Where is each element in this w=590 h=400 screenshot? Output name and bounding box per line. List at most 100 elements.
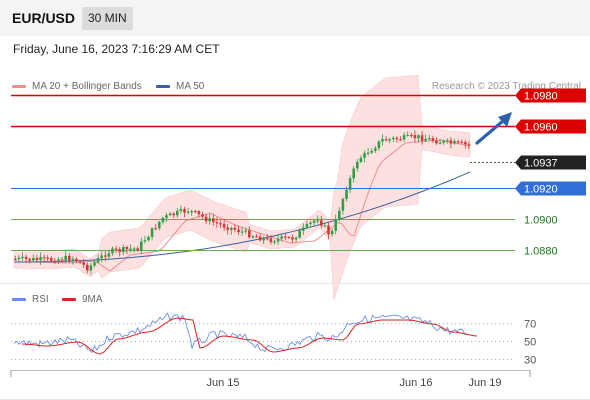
candle[interactable]: [129, 244, 132, 253]
candle[interactable]: [68, 253, 71, 263]
candle[interactable]: [294, 236, 298, 243]
candle[interactable]: [446, 138, 449, 144]
candle[interactable]: [341, 197, 345, 215]
candle[interactable]: [125, 245, 129, 254]
candle[interactable]: [176, 208, 179, 218]
candle[interactable]: [384, 136, 388, 142]
candle[interactable]: [316, 215, 319, 224]
candle[interactable]: [467, 141, 471, 150]
candle[interactable]: [402, 132, 406, 143]
candle[interactable]: [208, 213, 211, 225]
candle[interactable]: [410, 132, 413, 138]
candle[interactable]: [424, 134, 427, 142]
candle[interactable]: [219, 220, 222, 228]
candle[interactable]: [154, 223, 157, 230]
candle[interactable]: [248, 226, 251, 239]
candle[interactable]: [190, 209, 193, 216]
candle[interactable]: [57, 257, 60, 264]
candle[interactable]: [186, 207, 190, 215]
candle[interactable]: [320, 216, 323, 229]
candle[interactable]: [96, 254, 100, 264]
candle[interactable]: [417, 134, 420, 143]
candle[interactable]: [35, 255, 39, 262]
candle[interactable]: [143, 235, 147, 244]
candle[interactable]: [255, 234, 258, 238]
candle[interactable]: [276, 234, 280, 245]
candle[interactable]: [327, 222, 330, 240]
candle[interactable]: [158, 220, 161, 231]
candle[interactable]: [82, 258, 85, 269]
candle[interactable]: [413, 130, 417, 143]
candle[interactable]: [24, 254, 28, 263]
candle[interactable]: [266, 234, 269, 241]
candle[interactable]: [309, 220, 312, 228]
candle[interactable]: [197, 210, 201, 218]
candle[interactable]: [240, 226, 244, 236]
candle[interactable]: [93, 259, 96, 268]
candle[interactable]: [348, 175, 352, 194]
candle[interactable]: [86, 262, 89, 274]
candle[interactable]: [356, 158, 359, 172]
candle[interactable]: [388, 137, 391, 144]
candle[interactable]: [104, 250, 107, 262]
candle[interactable]: [78, 260, 82, 264]
candle[interactable]: [183, 206, 186, 218]
candle[interactable]: [244, 227, 247, 235]
candle[interactable]: [161, 216, 165, 225]
candle[interactable]: [284, 233, 287, 241]
candle[interactable]: [330, 228, 334, 237]
candle[interactable]: [71, 256, 75, 265]
candle[interactable]: [111, 246, 114, 256]
candle[interactable]: [338, 207, 341, 222]
candle[interactable]: [222, 219, 226, 231]
candle[interactable]: [345, 186, 348, 202]
candle[interactable]: [280, 234, 283, 242]
candle[interactable]: [374, 145, 377, 153]
candle[interactable]: [298, 228, 301, 239]
candle[interactable]: [215, 217, 219, 228]
candle[interactable]: [269, 234, 273, 245]
candle[interactable]: [392, 136, 395, 143]
candle[interactable]: [122, 244, 125, 256]
candle[interactable]: [399, 136, 402, 141]
candle[interactable]: [359, 155, 363, 164]
candle[interactable]: [14, 255, 17, 261]
candle[interactable]: [100, 251, 103, 263]
candle[interactable]: [363, 150, 366, 163]
candle[interactable]: [53, 258, 57, 265]
candle[interactable]: [39, 252, 42, 265]
candle[interactable]: [42, 254, 46, 263]
candle[interactable]: [17, 254, 21, 263]
candle[interactable]: [456, 139, 460, 145]
candle[interactable]: [377, 140, 381, 151]
candle[interactable]: [64, 251, 67, 263]
candle[interactable]: [431, 135, 435, 143]
candle[interactable]: [381, 134, 384, 146]
candle[interactable]: [172, 212, 175, 218]
candle[interactable]: [46, 254, 49, 262]
candle[interactable]: [204, 213, 208, 224]
candle[interactable]: [28, 257, 31, 264]
candle[interactable]: [370, 148, 373, 154]
candle[interactable]: [258, 233, 262, 242]
candle[interactable]: [464, 139, 467, 149]
candle[interactable]: [168, 211, 172, 217]
candle[interactable]: [75, 257, 78, 264]
candle[interactable]: [406, 131, 409, 137]
candle[interactable]: [262, 236, 265, 244]
candle[interactable]: [230, 226, 233, 235]
candle[interactable]: [302, 223, 305, 236]
candle[interactable]: [147, 235, 150, 242]
candlesticks[interactable]: [14, 130, 471, 275]
candle[interactable]: [118, 247, 121, 257]
candle[interactable]: [438, 138, 442, 145]
candle[interactable]: [273, 239, 276, 245]
timeframe-button[interactable]: 30 MIN: [82, 7, 133, 30]
candle[interactable]: [21, 252, 24, 261]
candle[interactable]: [140, 237, 143, 255]
candle[interactable]: [460, 139, 463, 144]
candle[interactable]: [132, 246, 136, 253]
candle[interactable]: [420, 130, 424, 145]
candle[interactable]: [323, 223, 327, 228]
